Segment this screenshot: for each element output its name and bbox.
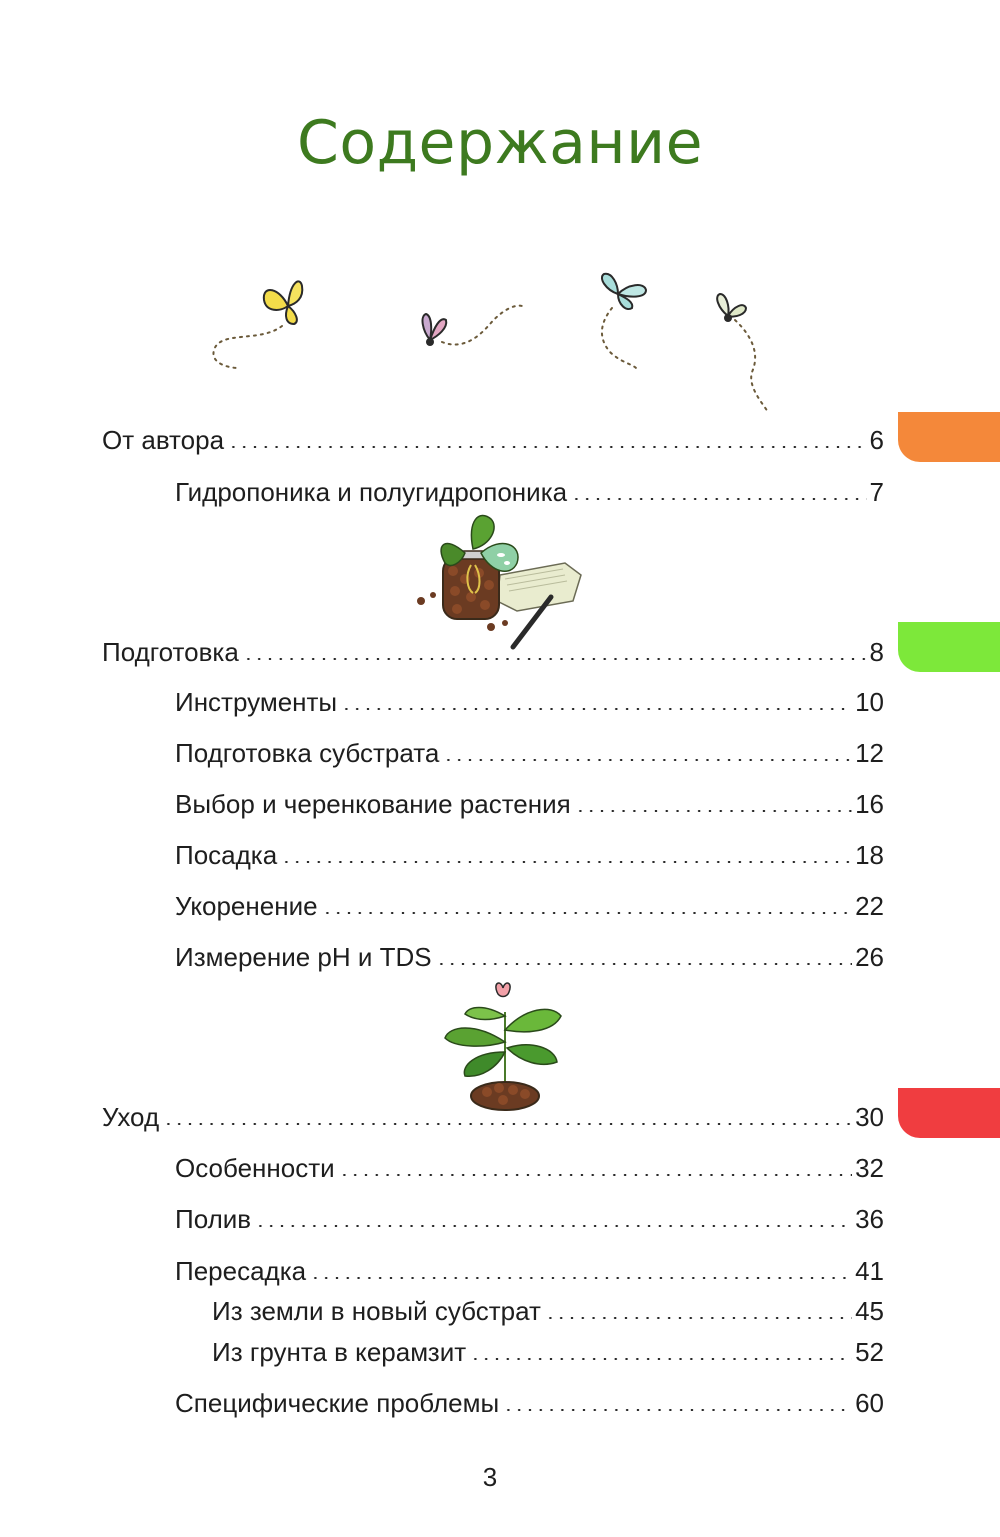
toc-label: Гидропоника и полугидропоника — [175, 476, 568, 507]
section-tab-preparation[interactable] — [898, 622, 1000, 672]
dot-leader — [281, 861, 853, 863]
plant-jar-notebook-illustration — [417, 514, 582, 650]
dot-leader — [338, 1174, 853, 1176]
dot-leader — [470, 1358, 853, 1360]
toc-page-number: 7 — [869, 476, 884, 507]
toc-label: Посадка — [175, 839, 278, 870]
toc-page-number: 8 — [869, 636, 884, 667]
yellow-butterfly-icon — [262, 280, 304, 326]
toc-label: Особенности — [175, 1152, 335, 1183]
toc-entry-soil-to-clay[interactable]: Из грунта в керамзит 52 — [212, 1332, 884, 1372]
dot-leader — [503, 1409, 853, 1411]
dot-leader — [435, 963, 853, 965]
toc-label: Измерение pH и TDS — [175, 941, 432, 972]
dot-leader — [443, 759, 853, 761]
potted-plant-illustration — [444, 982, 562, 1111]
toc-entry-rooting[interactable]: Укоренение 22 — [175, 886, 884, 926]
dot-leader — [255, 1225, 853, 1227]
toc-entry-watering[interactable]: Полив 36 — [175, 1199, 884, 1239]
toc-label: Подготовка субстрата — [175, 737, 440, 768]
toc-entry-cuttings[interactable]: Выбор и черенкование растения 16 — [175, 784, 884, 824]
butterflies-illustration — [212, 272, 769, 413]
toc-page-number: 30 — [855, 1101, 884, 1132]
toc-page-number: 16 — [855, 788, 884, 819]
page-number: 3 — [482, 1462, 498, 1492]
toc-entry-tools[interactable]: Инструменты 10 — [175, 682, 884, 722]
toc-page-number: 12 — [855, 737, 884, 768]
dot-leader — [242, 658, 867, 660]
toc-label: Подготовка — [102, 636, 239, 667]
white-butterfly-icon — [716, 292, 748, 322]
dot-leader — [571, 498, 867, 500]
toc-label: Специфические проблемы — [175, 1387, 500, 1418]
toc-entry-transplanting[interactable]: Пересадка 41 — [175, 1251, 884, 1291]
toc-label: Выбор и черенкование растения — [175, 788, 571, 819]
toc-page-number: 18 — [855, 839, 884, 870]
toc-label: Уход — [102, 1101, 160, 1132]
toc-entry-care[interactable]: Уход 30 — [102, 1097, 884, 1137]
toc-entry-soil-to-substrate[interactable]: Из земли в новый субстрат 45 — [212, 1291, 884, 1331]
toc-label: Полив — [175, 1203, 252, 1234]
page-title: Содержание — [296, 108, 704, 178]
toc-entry-substrate[interactable]: Подготовка субстрата 12 — [175, 733, 884, 773]
toc-page-number: 6 — [869, 424, 884, 455]
toc-entry-features[interactable]: Особенности 32 — [175, 1148, 884, 1188]
toc-label: Пересадка — [175, 1255, 307, 1286]
toc-page-number: 60 — [855, 1387, 884, 1418]
dot-leader — [310, 1277, 853, 1279]
toc-entry-planting[interactable]: Посадка 18 — [175, 835, 884, 875]
pink-butterfly-icon — [421, 312, 448, 346]
toc-page-number: 41 — [855, 1255, 884, 1286]
toc-label: Из грунта в керамзит — [212, 1336, 467, 1367]
dot-leader — [544, 1317, 853, 1319]
toc-page-number: 45 — [855, 1295, 884, 1326]
blue-butterfly-icon — [600, 272, 648, 310]
toc-entry-from-author[interactable]: От автора 6 — [102, 420, 884, 460]
dot-leader — [574, 810, 853, 812]
toc-label: Из земли в новый субстрат — [212, 1295, 541, 1326]
toc-page-number: 10 — [855, 686, 884, 717]
section-tab-care[interactable] — [898, 1088, 1000, 1138]
toc-label: От автора — [102, 424, 225, 455]
toc-page-number: 52 — [855, 1336, 884, 1367]
dot-leader — [341, 708, 853, 710]
dot-leader — [163, 1123, 853, 1125]
toc-page-number: 36 — [855, 1203, 884, 1234]
toc-page-number: 22 — [855, 890, 884, 921]
toc-page-number: 32 — [855, 1152, 884, 1183]
section-tab-intro[interactable] — [898, 412, 1000, 462]
toc-page-number: 26 — [855, 941, 884, 972]
toc-label: Инструменты — [175, 686, 338, 717]
dot-leader — [228, 446, 867, 448]
toc-entry-specific-problems[interactable]: Специфические проблемы 60 — [175, 1383, 884, 1423]
toc-entry-ph-tds[interactable]: Измерение pH и TDS 26 — [175, 937, 884, 977]
dot-leader — [321, 912, 853, 914]
toc-label: Укоренение — [175, 890, 318, 921]
toc-entry-preparation[interactable]: Подготовка 8 — [102, 632, 884, 672]
toc-entry-hydroponics[interactable]: Гидропоника и полугидропоника 7 — [175, 472, 884, 512]
